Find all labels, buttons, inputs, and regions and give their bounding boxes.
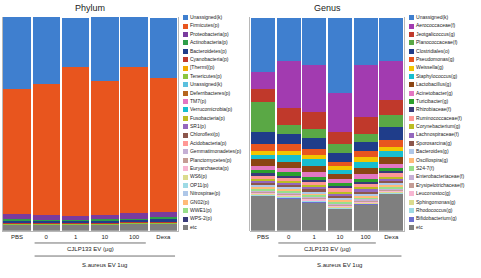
html-text:TM7(p): TM7(p) [190, 97, 207, 104]
html-text:Acidobacteria(p): Acidobacteria(p) [190, 139, 227, 146]
html-text:Ruminococcaceae(f): Ruminococcaceae(f) [416, 114, 462, 121]
svg-text:0: 0 [45, 234, 49, 240]
svg-text:S.aureus EV 1ug: S.aureus EV 1ug [82, 262, 127, 268]
html-text:Planococcaceae(f): Planococcaceae(f) [416, 39, 458, 46]
html-text:Rhodococcus(g): Rhodococcus(g) [416, 207, 453, 213]
html-text:Pseudomonas(g): Pseudomonas(g) [416, 56, 455, 62]
html-text:Gemmatimonadetes(p): Gemmatimonadetes(p) [190, 148, 242, 155]
html-text:Bacteroidetes(p): Bacteroidetes(p) [190, 47, 227, 54]
html-text:OP11(p): OP11(p) [190, 181, 209, 188]
html-text:Chloroflexi(p): Chloroflexi(p) [190, 131, 220, 138]
html-text:Staphylococcus(g): Staphylococcus(g) [416, 72, 458, 79]
svg-text:S.aureus EV 1ug: S.aureus EV 1ug [317, 262, 362, 268]
html-text:Leuconostoc(g): Leuconostoc(g) [416, 190, 451, 197]
svg-text:Phylum: Phylum [75, 3, 105, 13]
html-text:Deferribacteres(p): Deferribacteres(p) [190, 89, 231, 96]
html-text:Nitrospirae(p): Nitrospirae(p) [190, 190, 221, 197]
html-text:Turicibacter(g): Turicibacter(g) [416, 97, 449, 104]
svg-text:CJLP133 EV (μg): CJLP133 EV (μg) [67, 246, 114, 252]
html-text:Unassigned(k): Unassigned(k) [190, 14, 223, 20]
html-text:Aerococcaceae(f): Aerococcaceae(f) [416, 22, 456, 29]
html-text:Lactobacillus(g): Lactobacillus(g) [416, 81, 452, 88]
svg-text:1: 1 [74, 234, 78, 240]
html-text:SR1(p): SR1(p) [190, 123, 206, 130]
html-text:Bacteroides(g): Bacteroides(g) [416, 148, 449, 155]
svg-text:CJLP133 EV (μg): CJLP133 EV (μg) [304, 246, 351, 252]
html-text:WWE1(p): WWE1(p) [190, 207, 212, 213]
svg-text:100: 100 [129, 234, 140, 240]
html-text:Clostridiales(o): Clostridiales(o) [416, 47, 450, 54]
svg-text:Dexa: Dexa [384, 234, 399, 240]
svg-text:10: 10 [337, 234, 344, 240]
html-text:Fusobacteria(p): Fusobacteria(p) [190, 114, 225, 121]
html-text:WPS-2(p): WPS-2(p) [190, 215, 212, 222]
html-text:Jeotgalicoccus(g): Jeotgalicoccus(g) [416, 30, 455, 37]
html-text:GN02(p): GN02(p) [190, 198, 210, 205]
html-text:WS6(p): WS6(p) [190, 173, 207, 180]
html-text:Tenericutes(p): Tenericutes(p) [190, 72, 222, 79]
html-text:S24-7(f): S24-7(f) [416, 165, 435, 171]
html-text:Euryarchaeota(p): Euryarchaeota(p) [190, 165, 229, 171]
html-text:Verrucomicrobia(p): Verrucomicrobia(p) [190, 106, 233, 113]
html-text:Sphingomonas(g): Sphingomonas(g) [416, 198, 456, 205]
svg-text:0: 0 [287, 234, 291, 240]
html-text:Acinetobacter(g): Acinetobacter(g) [416, 89, 453, 96]
html-text:Corynebacterium(g): Corynebacterium(g) [416, 123, 461, 130]
html-text:Cyanobacteria(p): Cyanobacteria(p) [190, 56, 229, 62]
html-text:Oscillospira(g): Oscillospira(g) [416, 156, 448, 163]
html-text:Actinobacteria(p): Actinobacteria(p) [190, 39, 228, 46]
html-text:[Thermi](p): [Thermi](p) [190, 64, 215, 71]
html-text:Weissella(g): Weissella(g) [416, 64, 444, 71]
html-text:Unassigned(k): Unassigned(k) [416, 14, 449, 20]
svg-text:1: 1 [313, 234, 317, 240]
html-text:etc: etc [416, 223, 423, 230]
html-text:Lachnospiraceae(f): Lachnospiraceae(f) [416, 131, 459, 138]
svg-text:PBS: PBS [257, 234, 269, 240]
svg-text:10: 10 [101, 234, 108, 240]
svg-text:Dexa: Dexa [156, 234, 171, 240]
html-text:Planctomycetes(p): Planctomycetes(p) [190, 156, 232, 163]
html-text:Erysipelotrichaceae(f): Erysipelotrichaceae(f) [416, 181, 465, 188]
svg-text:100: 100 [361, 234, 372, 240]
html-text:Bifidobacterium(g): Bifidobacterium(g) [416, 215, 457, 222]
html-text:etc: etc [190, 223, 197, 230]
html-text:Proteobacteria(p): Proteobacteria(p) [190, 30, 229, 37]
svg-text:Genus: Genus [314, 3, 341, 13]
html-text:Enterobacteriaceae(f): Enterobacteriaceae(f) [416, 173, 465, 180]
html-text:Unassigned(k): Unassigned(k) [190, 81, 223, 88]
html-text:Sporosarcina(g): Sporosarcina(g) [416, 139, 452, 146]
html-text:Rhizobiaceae(f): Rhizobiaceae(f) [416, 106, 452, 113]
html-text:Firmicutes(p): Firmicutes(p) [190, 22, 220, 29]
svg-text:PBS: PBS [11, 234, 23, 240]
